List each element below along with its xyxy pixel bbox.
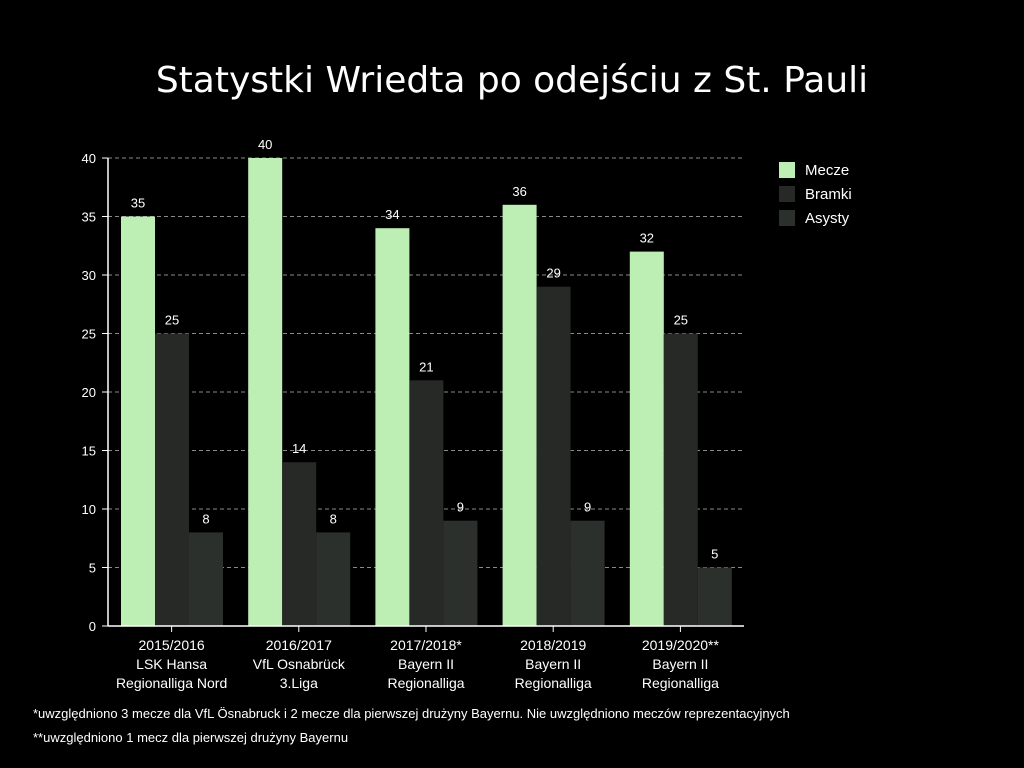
data-label: 8 <box>202 511 209 526</box>
data-label: 5 <box>711 547 718 562</box>
x-tick-label: Regionalliga Nord <box>116 675 227 691</box>
bar <box>316 532 351 626</box>
bar <box>409 380 444 626</box>
data-label: 9 <box>457 500 464 515</box>
data-label: 29 <box>546 266 560 281</box>
footnote-2: **uwzględniono 1 mecz dla pierwszej druż… <box>33 730 349 745</box>
bar <box>248 158 283 626</box>
y-tick-label: 15 <box>82 444 96 459</box>
x-tick-label: 2019/2020** <box>642 637 720 653</box>
data-label: 14 <box>292 441 306 456</box>
bar <box>155 333 189 626</box>
bar <box>189 532 223 626</box>
data-label: 40 <box>258 137 272 152</box>
y-tick-label: 10 <box>82 502 96 517</box>
y-tick-label: 0 <box>89 619 96 634</box>
bar <box>282 462 317 626</box>
x-tick-label: Regionalliga <box>515 675 592 691</box>
y-tick-label: 20 <box>82 385 96 400</box>
data-label: 25 <box>165 313 179 328</box>
bar <box>121 216 155 626</box>
footnote-1: *uwzględniono 3 mecze dla VfL Ösnabruck … <box>33 706 790 721</box>
data-label: 9 <box>584 500 591 515</box>
y-tick-label: 25 <box>82 327 96 342</box>
chart-title: Statystki Wriedta po odejściu z St. Paul… <box>155 60 869 101</box>
bar <box>536 286 571 626</box>
data-label: 25 <box>674 313 688 328</box>
bar <box>663 333 698 626</box>
x-tick-label: Bayern II <box>652 656 708 672</box>
x-tick-label: 2018/2019 <box>520 637 586 653</box>
legend-label: Bramki <box>805 186 852 203</box>
x-tick-label: Bayern II <box>525 656 581 672</box>
data-label: 36 <box>512 184 526 199</box>
x-tick-label: LSK Hansa <box>136 656 207 672</box>
y-tick-label: 40 <box>82 151 96 166</box>
bar <box>502 204 537 627</box>
legend-swatch <box>779 162 795 178</box>
x-tick-label: Regionalliga <box>642 675 719 691</box>
bar <box>570 520 605 626</box>
y-tick-label: 5 <box>89 561 96 576</box>
x-tick-label: 3.Liga <box>280 675 318 691</box>
data-label: 34 <box>385 207 399 222</box>
legend-swatch <box>779 210 795 226</box>
x-tick-label: Regionalliga <box>387 675 464 691</box>
bar <box>375 228 410 626</box>
bar <box>629 251 664 626</box>
data-label: 35 <box>131 196 145 211</box>
legend-label: Mecze <box>805 162 849 179</box>
x-tick-label: 2016/2017 <box>266 637 332 653</box>
data-label: 32 <box>640 231 654 246</box>
data-label: 21 <box>419 359 433 374</box>
y-tick-label: 35 <box>82 210 96 225</box>
legend-swatch <box>779 186 795 202</box>
x-tick-label: 2015/2016 <box>139 637 205 653</box>
bar <box>443 520 478 626</box>
legend-label: Asysty <box>805 210 850 227</box>
x-tick-label: Bayern II <box>398 656 454 672</box>
y-tick-label: 30 <box>82 268 96 283</box>
bar <box>697 567 732 626</box>
data-label: 8 <box>330 511 337 526</box>
x-tick-label: 2017/2018* <box>390 637 462 653</box>
x-tick-label: VfL Osnabrück <box>253 656 346 672</box>
